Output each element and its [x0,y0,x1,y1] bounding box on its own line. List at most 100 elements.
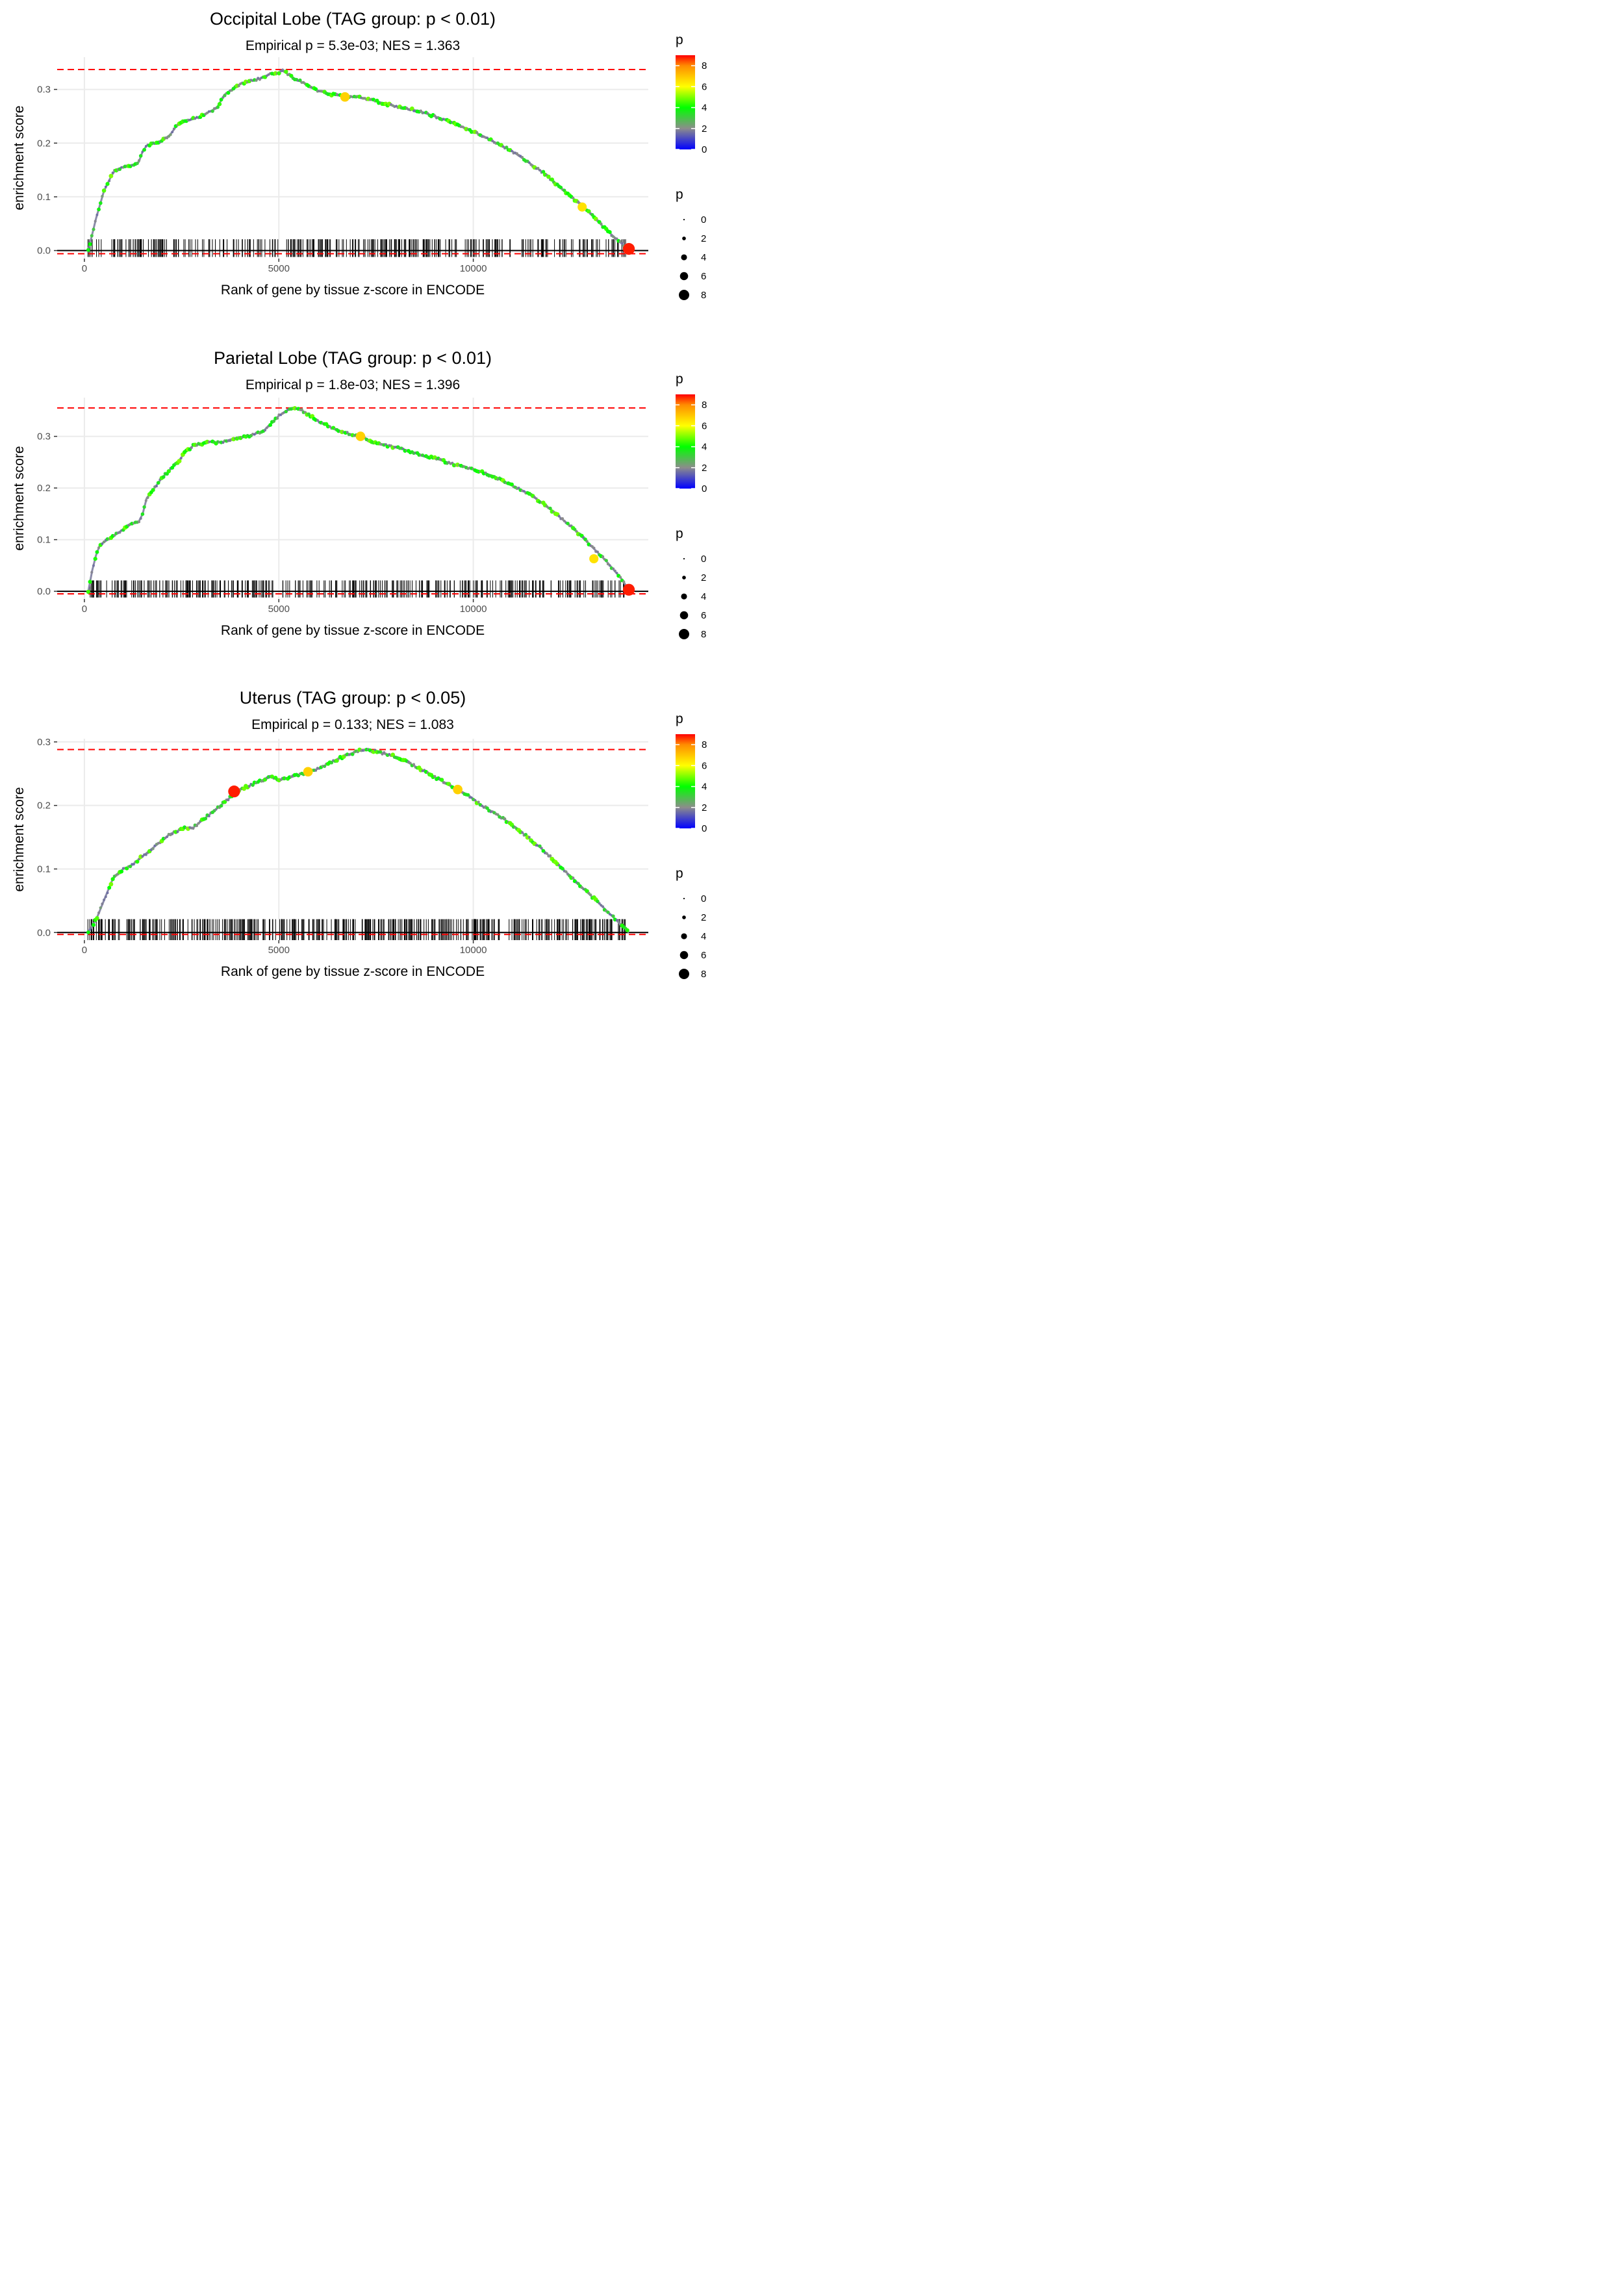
curve-point [253,433,256,436]
size-legend-dot [682,915,686,919]
curve-point [383,751,386,754]
curve-point [106,891,109,895]
size-legend-dot [683,218,685,221]
curve-point [608,564,611,567]
curve-point [90,570,94,574]
curve-point [539,169,541,172]
curve-point [142,505,146,509]
curve-point [105,182,110,186]
curve-point [144,145,147,147]
size-legend-label: 6 [701,271,706,282]
gridlines [57,739,648,940]
curve-point [298,78,302,83]
curve-point [587,209,591,214]
highlight-point [303,767,313,777]
curve-point [101,194,104,198]
curve-point [166,836,169,838]
curve-point [214,808,218,811]
curve-point [596,550,599,554]
curve-point [545,852,548,855]
curve-point [565,870,568,873]
curve-point [346,431,349,434]
y-tick-label: 0.2 [37,138,51,149]
size-legend-label: 8 [701,969,706,980]
x-tick-label: 0 [82,945,87,956]
colorbar-label: 8 [702,60,707,71]
curve-point [350,752,355,756]
curve-point [515,152,519,155]
chart-title: Occipital Lobe (TAG group: p < 0.01) [210,9,496,29]
curve-point [611,235,615,238]
y-axis-title: enrichment score [12,446,27,550]
curve-point [521,831,524,834]
colorbar-label: 0 [702,823,707,834]
curve-point [520,155,524,159]
curve-point [618,576,622,579]
x-axis-title: Rank of gene by tissue z-score in ENCODE [221,964,485,979]
curve-point [144,499,147,502]
x-tick-label: 10000 [460,945,487,956]
curve-point [598,902,601,905]
highlight-point [228,786,240,798]
curve-point [527,161,531,164]
curve-point [104,895,107,899]
curve-point [139,517,142,520]
curve-point [151,847,155,850]
curve-point [503,817,507,821]
y-tick-label: 0.0 [37,586,51,597]
curve-point [95,550,99,554]
curve-point [505,146,509,149]
highlight-point [622,243,635,255]
curve-point [329,761,334,765]
curve-point [419,109,422,112]
curve-point [86,930,90,934]
curve-point [101,543,104,545]
curve-point [207,815,210,818]
curve-point [611,914,615,918]
colorbar-label: 6 [702,420,707,431]
curve-point [540,847,543,850]
enrichment-curve [87,748,630,934]
curve-point [496,813,500,817]
curve-point [561,867,565,871]
curve-point [572,876,575,880]
curve-point [88,242,92,246]
curve-point [379,750,383,754]
colorbar-label: 4 [702,442,707,453]
gene-hit-rug [87,919,626,940]
colorbar-label: 8 [702,739,707,750]
curve-point [151,488,155,492]
colorbar [676,734,695,828]
curve-point [592,546,596,550]
curve-point [601,555,605,558]
highlight-point [577,202,587,212]
highlight-point [355,431,366,441]
highlight-point [589,554,599,564]
curve-point [522,490,526,493]
x-tick-label: 5000 [268,945,290,956]
curve-point [258,78,261,81]
curve-point [95,213,99,216]
legend: p 8 6 4 2 0 p 0 2 4 6 8 [676,711,707,980]
color-legend-title: p [676,32,683,47]
curve-point [620,242,624,245]
curve-point [466,793,470,797]
colorbar-label: 2 [702,463,707,474]
curve-point [92,564,95,567]
size-legend-dot [679,272,689,281]
curve-point [255,79,258,82]
curve-point [272,419,276,423]
curve-point [566,522,570,526]
highlight-point [453,784,463,795]
curve-point [222,96,225,99]
curve-point [316,418,319,422]
curve-point [227,798,230,802]
curve-point [137,520,141,524]
legend: p 8 6 4 2 0 p 0 2 4 6 8 [676,372,707,640]
curve-point [161,475,166,479]
curve-point [538,844,542,848]
curve-point [279,413,283,416]
curve-point [268,423,273,428]
curve-point [537,166,540,170]
curve-point [265,426,268,429]
